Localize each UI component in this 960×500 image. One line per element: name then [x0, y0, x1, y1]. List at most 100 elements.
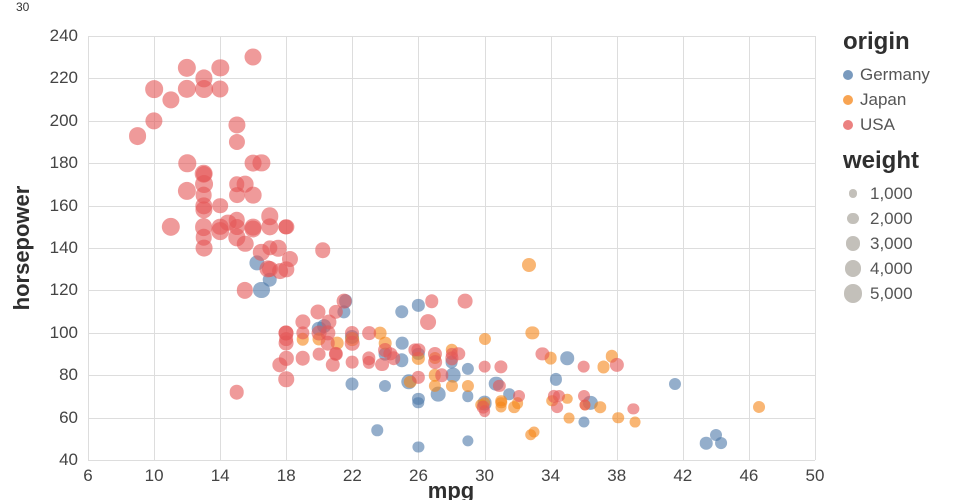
- x-tick-label: 18: [276, 466, 296, 485]
- x-tick-label: 14: [210, 466, 230, 485]
- data-point: [552, 390, 565, 403]
- data-point: [161, 217, 180, 236]
- data-point: [244, 220, 262, 238]
- y-gridline: [88, 163, 815, 165]
- data-point: [427, 346, 443, 362]
- data-point: [476, 400, 490, 414]
- x-tick-label: 26: [408, 466, 428, 485]
- origin-legend-title: origin: [843, 28, 910, 55]
- data-point: [752, 401, 765, 413]
- data-point: [412, 371, 425, 384]
- size-swatch-wrap: [843, 236, 863, 251]
- data-point: [535, 347, 549, 361]
- y-tick-label: 80: [59, 365, 78, 385]
- y-tick-label: 160: [49, 195, 78, 215]
- data-point: [420, 314, 437, 331]
- data-point: [220, 214, 237, 231]
- data-point: [525, 326, 540, 340]
- y-tick-label: 140: [49, 238, 78, 257]
- data-point: [312, 347, 326, 361]
- size-swatch-wrap: [843, 189, 863, 198]
- legend-item-germany: Germany: [843, 62, 960, 87]
- data-point: [563, 412, 575, 424]
- data-point: [561, 393, 573, 404]
- y-gridline: [88, 332, 815, 334]
- data-point: [478, 333, 491, 346]
- data-point: [375, 357, 390, 372]
- germany-swatch-icon: [843, 69, 853, 80]
- data-point: [278, 371, 295, 388]
- data-point: [195, 165, 212, 182]
- data-point: [612, 411, 625, 424]
- data-point: [178, 154, 196, 172]
- data-point: [371, 424, 383, 437]
- stray-tick-label: 30: [16, 0, 30, 14]
- legend-size-item-4000: 4,000: [843, 256, 960, 281]
- legend-size-label: 1,000: [870, 183, 913, 203]
- y-gridline: [88, 120, 815, 122]
- y-gridline: [88, 78, 815, 80]
- legend: origin Germany Japan USA weight 1,000 2,000…: [843, 28, 960, 306]
- x-tick-label: 34: [541, 466, 561, 485]
- data-point: [577, 390, 590, 403]
- legend-size-item-1000: 1,000: [843, 181, 960, 206]
- data-point: [244, 154, 262, 172]
- data-point: [549, 373, 562, 386]
- x-tick-label: 46: [739, 466, 759, 485]
- data-point: [253, 244, 270, 261]
- data-point: [195, 239, 213, 257]
- y-tick-label: 180: [49, 153, 78, 173]
- legend-item-japan: Japan: [843, 87, 960, 112]
- legend-size-label: 4,000: [870, 258, 913, 278]
- data-point: [386, 351, 401, 366]
- data-point: [629, 416, 641, 428]
- data-point: [412, 396, 425, 409]
- legend-size-item-2000: 2,000: [843, 206, 960, 231]
- data-point: [310, 304, 326, 320]
- data-point: [328, 304, 343, 319]
- data-point: [493, 379, 506, 392]
- data-point: [278, 335, 294, 351]
- data-point: [295, 350, 311, 366]
- x-tick-label: 42: [673, 466, 693, 485]
- data-point: [194, 196, 213, 215]
- data-point: [594, 401, 606, 413]
- data-point: [128, 126, 147, 145]
- data-point: [145, 80, 163, 98]
- data-point: [329, 347, 343, 361]
- y-tick-label: 120: [49, 280, 78, 300]
- origin-legend-items: Germany Japan USA: [843, 62, 960, 137]
- x-tick-label: 38: [607, 466, 627, 485]
- data-point: [551, 401, 564, 413]
- data-point: [462, 390, 474, 403]
- data-point: [145, 112, 163, 130]
- data-point: [445, 379, 458, 392]
- legend-item-label: USA: [860, 114, 895, 134]
- legend-item-label: Japan: [860, 89, 907, 109]
- weight-legend-items: 1,000 2,000 3,000 4,000 5,000: [843, 181, 960, 306]
- data-point: [627, 403, 639, 415]
- size-swatch-icon: [847, 212, 859, 225]
- y-tick-label: 60: [59, 407, 78, 427]
- x-tick-label: 30: [475, 466, 494, 485]
- x-gridline: [815, 36, 816, 460]
- data-point: [177, 79, 197, 99]
- data-point: [345, 336, 360, 351]
- weight-legend-title: weight: [843, 147, 919, 174]
- data-point: [513, 390, 526, 403]
- data-point: [699, 436, 713, 450]
- data-point: [560, 351, 574, 366]
- data-point: [261, 261, 278, 278]
- x-tick-label: 6: [83, 466, 93, 485]
- data-point: [714, 437, 727, 449]
- size-swatch-icon: [845, 236, 861, 251]
- data-point: [395, 337, 409, 350]
- data-point: [511, 396, 524, 409]
- data-point: [579, 399, 591, 411]
- data-point: [525, 428, 537, 441]
- y-tick-label: 220: [49, 68, 78, 88]
- data-point: [279, 351, 294, 366]
- legend-size-item-3000: 3,000: [843, 231, 960, 256]
- data-point: [362, 325, 376, 340]
